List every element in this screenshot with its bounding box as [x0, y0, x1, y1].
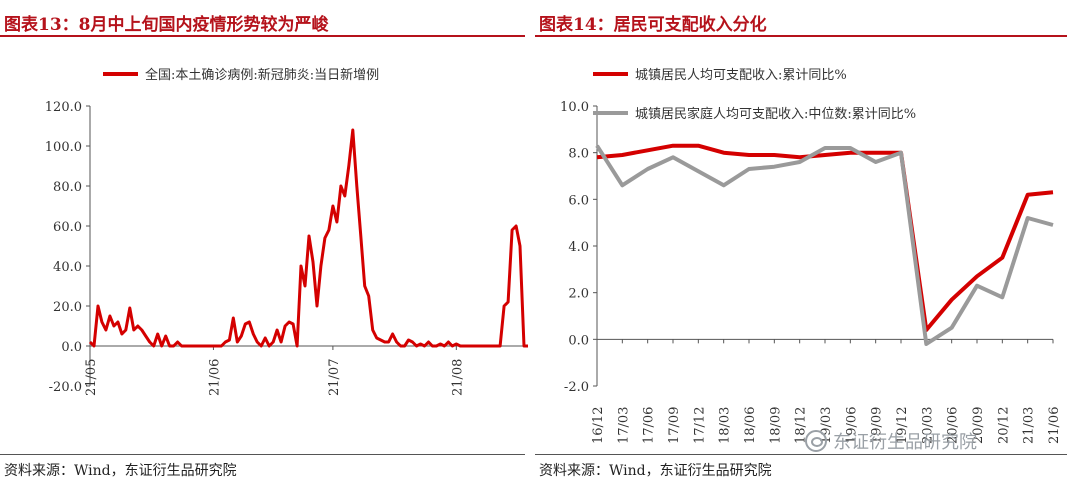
- y-tick-label: 10.0: [560, 100, 589, 115]
- x-tick-label: 20/09: [971, 407, 986, 444]
- left-title-rule: [0, 35, 525, 37]
- series-line-median-income: [595, 144, 1054, 346]
- right-source-rule: [535, 454, 1067, 455]
- y-tick-label: 0.0: [61, 340, 82, 355]
- right-chart-panel: 图表14：居民可支配收入分化 -2.0 0.0 2.0 4.0 6.0 8.0 10.0 16…: [535, 0, 1080, 492]
- x-tick-label: 18/12: [794, 407, 809, 444]
- x-tick-label: 17/03: [616, 407, 631, 444]
- x-tick-label: 21/03: [1022, 407, 1037, 444]
- series-line-cases: [88, 128, 528, 348]
- left-chart-title: 图表13：8月中上旬国内疫情形势较为严峻: [4, 15, 329, 35]
- series-line-average-income: [596, 143, 1054, 332]
- watermark: 东证衍生品研究院: [805, 428, 977, 454]
- y-tick-label: 8.0: [568, 147, 589, 162]
- y-tick-label: 120.0: [45, 100, 82, 115]
- left-source-rule: [0, 454, 525, 455]
- watermark-text: 东证衍生品研究院: [833, 432, 977, 453]
- legend-label-cases: 全国:本土确诊病例:新冠肺炎:当日新增例: [145, 67, 379, 83]
- y-tick-label: 4.0: [568, 240, 589, 255]
- x-tick-label: 17/09: [667, 407, 682, 444]
- left-covid-line-chart: -20.0 0.0 20.0 40.0 60.0 80.0 100.0 120.0 21/05 2…: [45, 67, 528, 396]
- legend-label-median-income: 城镇居民家庭人均可支配收入:中位数:累计同比%: [635, 106, 916, 122]
- y-tick-label: 20.0: [53, 300, 82, 315]
- x-tick-label: 21/05: [84, 359, 99, 396]
- wechat-icon: [805, 430, 827, 452]
- y-tick-label: -20.0: [49, 380, 82, 395]
- y-tick-label: 60.0: [53, 220, 82, 235]
- x-tick-label: 18/06: [743, 407, 758, 444]
- y-tick-label: -2.0: [564, 380, 589, 395]
- x-tick-label: 21/07: [327, 359, 342, 396]
- x-tick-label: 20/03: [920, 407, 935, 444]
- y-tick-label: 2.0: [568, 287, 589, 302]
- x-tick-label: 21/06: [207, 359, 222, 396]
- y-tick-label: 40.0: [53, 260, 82, 275]
- right-title-rule: [535, 35, 1067, 37]
- y-tick-label: 100.0: [45, 140, 82, 155]
- x-tick-label: 19/12: [895, 407, 910, 444]
- x-tick-label: 20/12: [996, 407, 1011, 444]
- left-chart-panel: 图表13：8月中上旬国内疫情形势较为严峻 -20.0 0.0 20.0 40.0 60.…: [0, 0, 535, 492]
- x-tick-label: 20/06: [946, 407, 961, 444]
- right-source-note: 资料来源：Wind，东证衍生品研究院: [539, 463, 772, 479]
- y-tick-label: 6.0: [568, 193, 589, 208]
- x-tick-label: 21/08: [450, 359, 465, 396]
- x-tick-label: 18/09: [768, 407, 783, 444]
- x-tick-label: 18/03: [718, 407, 733, 444]
- legend-label-average-income: 城镇居民人均可支配收入:累计同比%: [635, 68, 847, 83]
- x-tick-label: 19/09: [870, 407, 885, 444]
- right-income-line-chart: -2.0 0.0 2.0 4.0 6.0 8.0 10.0 16/12 17/03 17/06 17…: [560, 68, 1062, 444]
- right-chart-title: 图表14：居民可支配收入分化: [539, 15, 767, 35]
- x-tick-label: 19/06: [844, 407, 859, 444]
- x-tick-label: 16/12: [591, 407, 606, 444]
- x-tick-label: 21/06: [1047, 407, 1062, 444]
- x-tick-label: 17/12: [692, 407, 707, 444]
- left-source-note: 资料来源：Wind，东证衍生品研究院: [4, 463, 237, 479]
- x-tick-label: 17/06: [642, 407, 657, 444]
- y-tick-label: 0.0: [568, 333, 589, 348]
- y-tick-label: 80.0: [53, 180, 82, 195]
